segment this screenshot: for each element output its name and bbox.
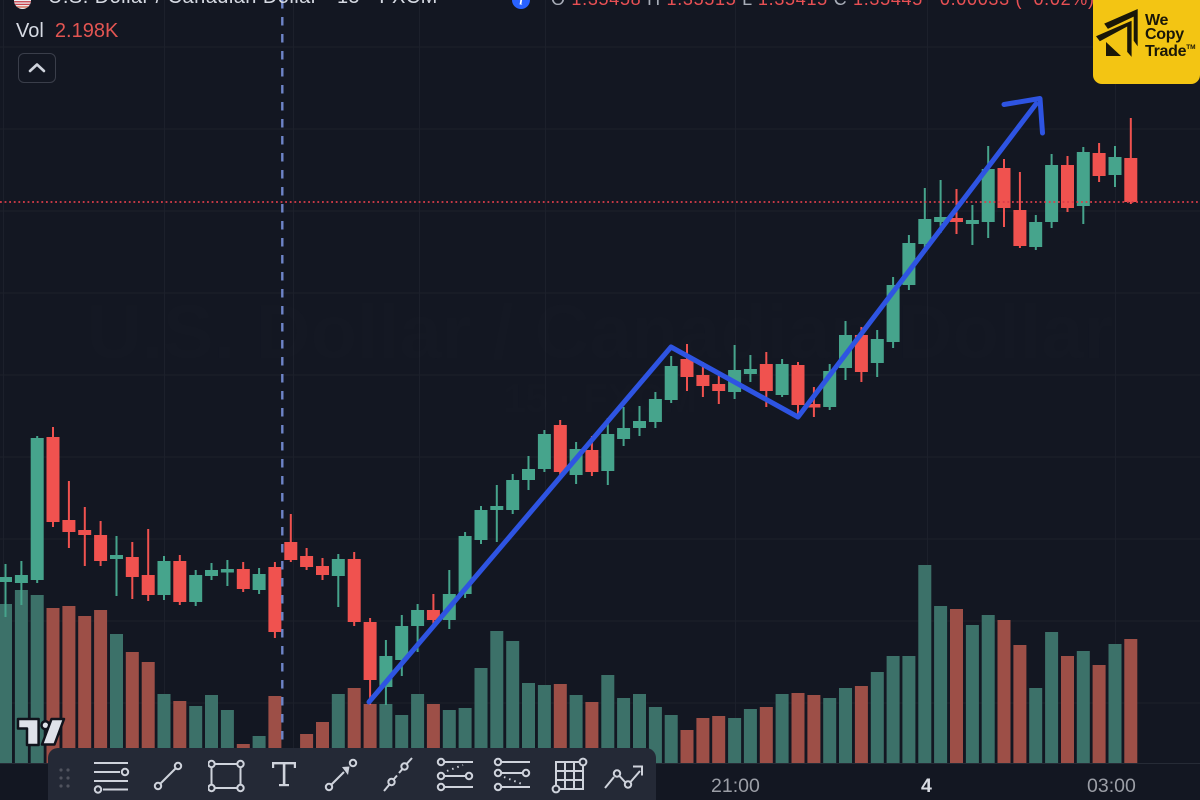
svg-text:i: i [519,0,523,8]
svg-text:U.S. Dollar / Canadian Dollar: U.S. Dollar / Canadian Dollar [87,290,1113,375]
